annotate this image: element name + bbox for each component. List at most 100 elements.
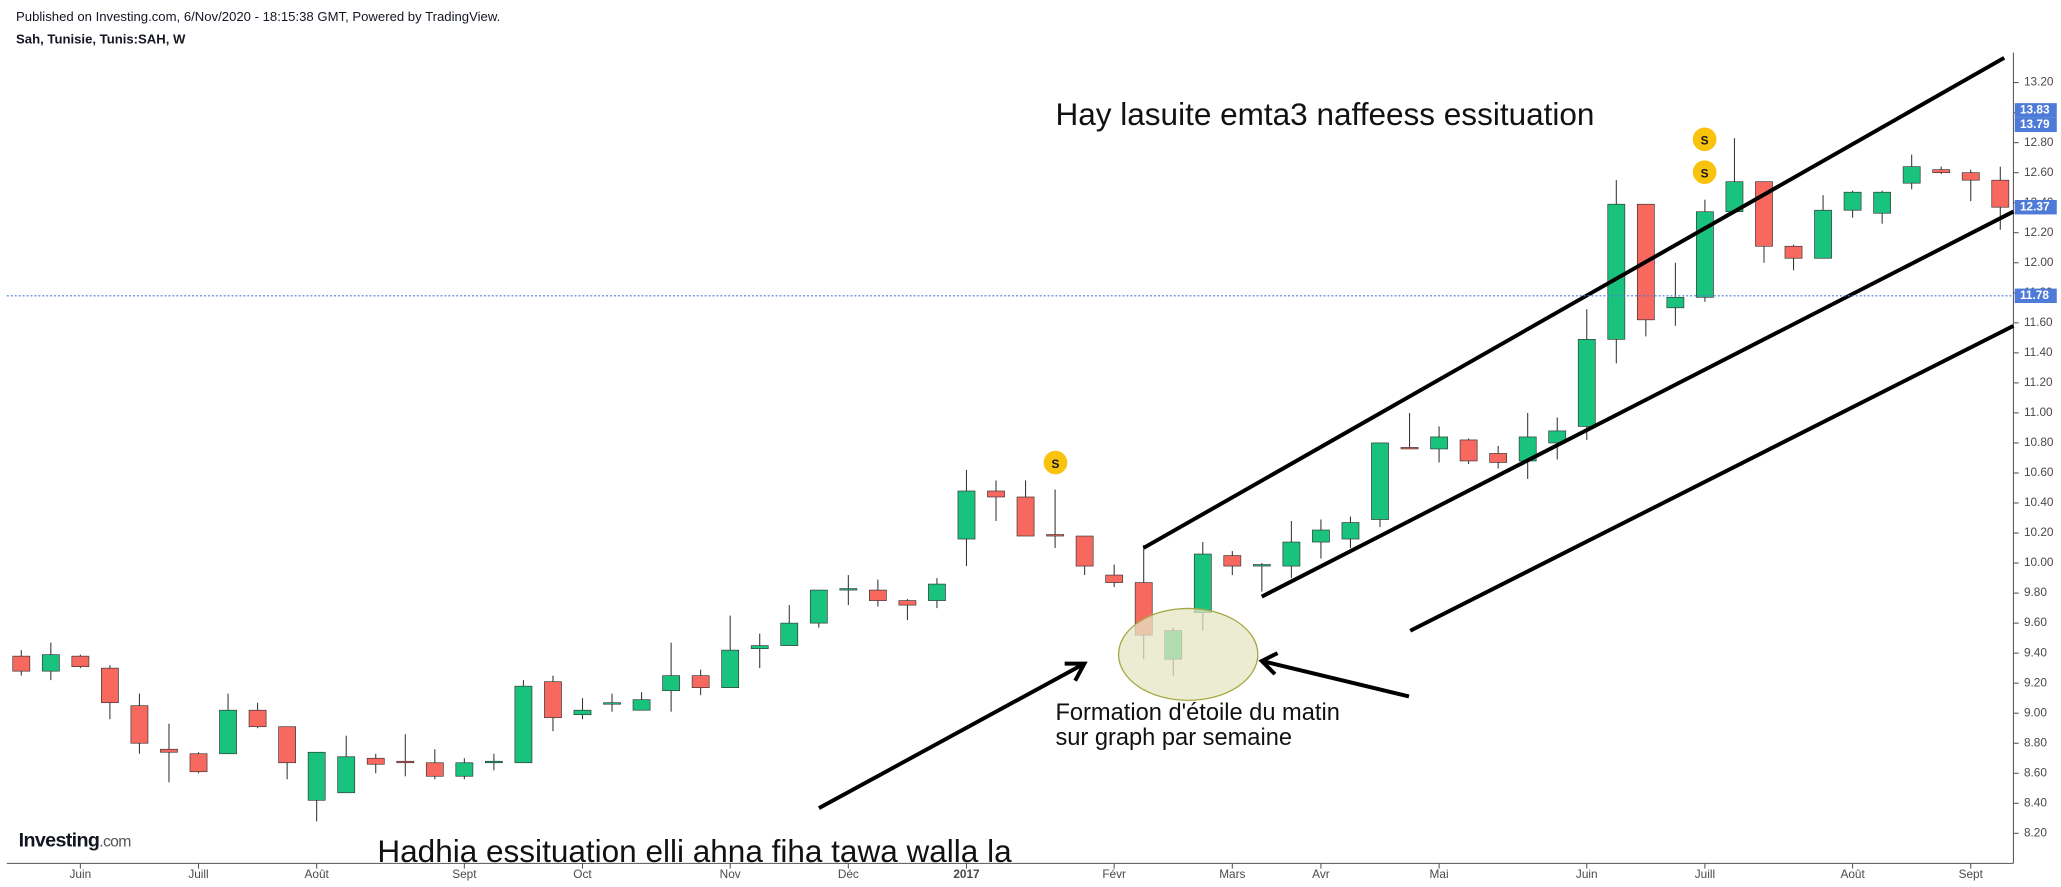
candle-body [278,726,296,764]
offscale-badge [2014,117,2057,133]
x-tick-label: Juill [188,867,208,881]
arrow [1258,651,1410,699]
candle-body [809,589,828,624]
x-tick-label: Sept [452,867,477,881]
candle-body [455,762,474,777]
candle-body [1075,535,1094,567]
x-tick-label: Mars [1219,867,1245,881]
x-tick-label: Oct [573,867,592,881]
y-tick-label: 8.40 [2024,795,2047,809]
dividend-marker: S [1692,160,1717,184]
candle-body [425,762,444,777]
price-badge [2014,199,2057,215]
y-tick-label: 12.60 [2024,165,2054,179]
candle-body [839,588,858,591]
x-tick-label: Nov [720,867,741,881]
candle-body [1400,447,1419,450]
candle-body [1577,339,1596,427]
annotation: sur graph par semaine [1055,725,1292,751]
dividend-marker: S [1043,450,1068,475]
candle-body [1548,430,1567,444]
y-tick-label: 12.20 [2024,225,2054,239]
y-tick-label: 11.00 [2024,405,2053,419]
y-tick-label: 9.80 [2024,585,2047,599]
candle-body [1341,522,1360,540]
y-tick-label: 11.20 [2024,375,2053,389]
logo-suffix: .com [99,833,131,850]
candle-body [160,748,178,753]
candle-body [307,751,326,801]
candle-body [514,685,533,764]
y-tick-label: 8.80 [2024,735,2047,749]
candle-body [12,655,31,672]
candle-body [691,675,710,689]
candle-body [1489,453,1508,463]
candle-body [1814,209,1832,259]
y-tick-label: 9.00 [2024,705,2047,719]
y-tick-label: 11.60 [2024,315,2053,329]
candle-body [1666,296,1685,309]
y-tick-label: 13.20 [2024,75,2054,89]
candle-body [603,702,621,705]
logo-brand: Investing [19,829,100,851]
candle-body [928,583,946,601]
candle-body [1843,191,1862,211]
candle-body [721,649,740,689]
annotation: Formation d'étoile du matin [1055,700,1339,726]
y-tick-label: 10.00 [2024,555,2054,569]
candle-body [1430,436,1448,450]
y-tick-label: 12.80 [2024,135,2054,149]
candle-body [662,675,680,692]
candle-body [1282,541,1301,567]
x-tick-label: Févr [1102,867,1126,881]
candle-body [957,490,976,540]
candle-body [1696,211,1714,298]
plot-area: 8.20 8.40 8.60 8.80 9.00 9.20 9.40 9.60 9.80 10.0… [12,75,2054,881]
offscale-badge-label: 13.83 [2020,103,2050,117]
y-tick-label: 12.00 [2024,255,2054,269]
y-tick-label: 11.40 [2024,345,2053,359]
candle-body [1607,203,1626,340]
published-note: Published on Investing.com, 6/Nov/2020 -… [16,9,500,24]
candle-body [1932,169,1951,174]
candle-body [248,709,267,728]
x-tick-label: Juill [1695,867,1715,881]
y-tick-label: 8.20 [2024,825,2047,839]
candle-body [189,753,208,773]
candle-body [1312,529,1330,543]
candle-body [1193,553,1212,613]
dividend-label: S [1701,134,1709,148]
x-tick-label: Juin [70,867,92,881]
candle-body [1252,564,1271,567]
candle-body [1961,172,1980,181]
candle-body [1046,534,1064,537]
candle-body [869,589,887,601]
x-tick-label: Juin [1576,867,1598,881]
candle-body [544,681,562,719]
candle-body [750,645,769,649]
annotation: Hadhia essituation elli ahna fiha tawa w… [377,833,1012,869]
x-tick-label: 2017 [953,867,980,881]
dividend-label: S [1701,166,1709,180]
candle-body [1459,439,1478,462]
y-tick-label: 10.40 [2024,495,2054,509]
x-tick-label: Août [1840,867,1865,881]
x-tick-label: Avr [1312,867,1330,881]
x-tick-label: Mai [1430,867,1449,881]
candle-body [396,760,415,764]
candle-body [1223,555,1242,567]
offscale-badge [2014,103,2057,118]
y-tick-label: 10.60 [2024,465,2054,479]
trend-line [1142,56,2006,550]
x-tick-label: Déc [838,867,859,881]
candle-body [1902,166,1921,184]
dividend-marker: S [1692,127,1717,152]
candle-body [485,760,503,764]
candle-body [219,709,237,755]
x-tick-label: Sept [1959,867,1984,881]
y-tick-label: 9.20 [2024,675,2047,689]
annotation: Hay lasuite emta3 naffeess essituation [1055,96,1594,132]
candle-body [366,757,385,765]
y-tick-label: 8.60 [2024,765,2047,779]
